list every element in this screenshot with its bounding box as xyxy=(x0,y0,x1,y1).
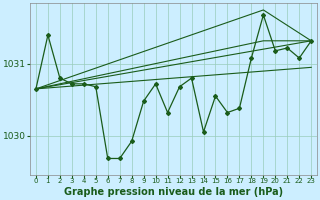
X-axis label: Graphe pression niveau de la mer (hPa): Graphe pression niveau de la mer (hPa) xyxy=(64,187,283,197)
